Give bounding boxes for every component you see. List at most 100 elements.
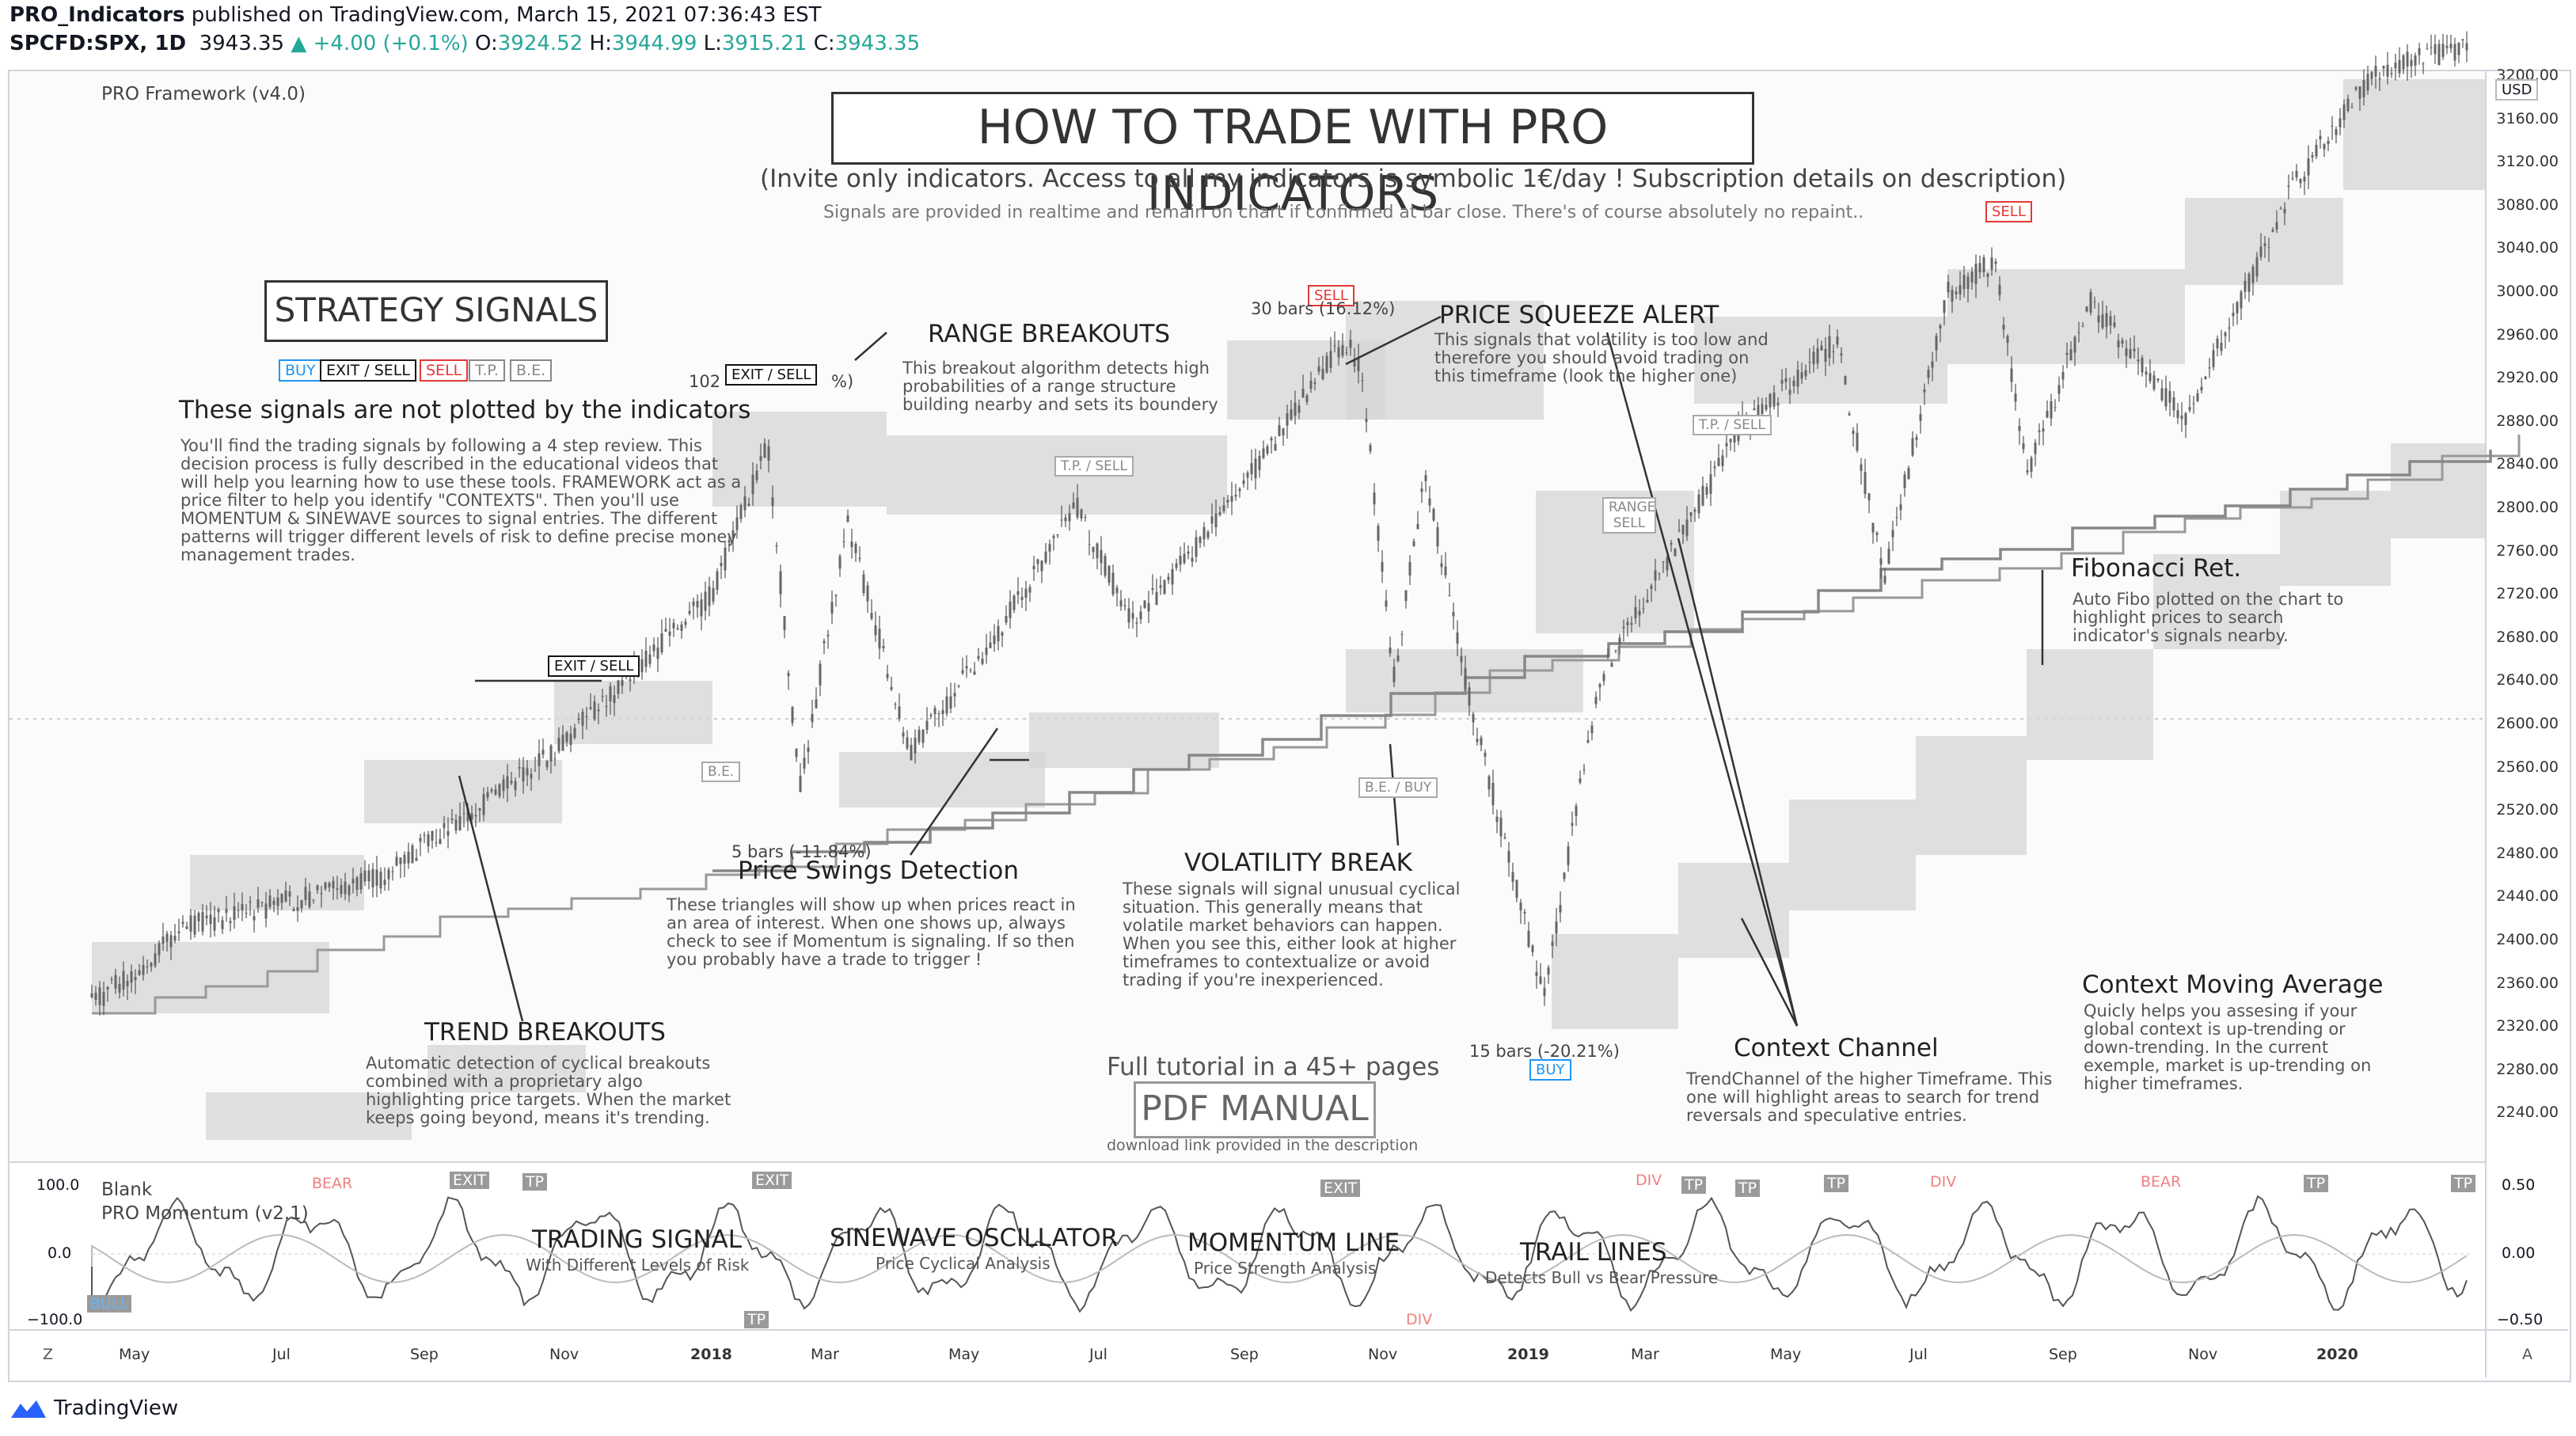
candle-body xyxy=(565,732,568,743)
candle-body xyxy=(985,648,988,655)
candle-body xyxy=(704,591,707,611)
annotation-arrows xyxy=(458,315,2044,1027)
candle-body xyxy=(355,877,359,891)
sub-pane-name1[interactable]: Blank xyxy=(101,1180,153,1200)
candle-body xyxy=(173,936,177,941)
context-band xyxy=(2153,554,2280,649)
candle-body xyxy=(882,646,885,648)
candle-body xyxy=(1947,282,1950,293)
candle-body xyxy=(1974,264,1978,284)
candle-body xyxy=(1919,414,1922,421)
axis-z-button[interactable]: Z xyxy=(43,1346,54,1363)
candle-body xyxy=(1100,549,1103,564)
candle-body xyxy=(1440,563,1443,568)
candle-body xyxy=(454,819,458,831)
candle-body xyxy=(2228,327,2231,329)
main-indicator-name[interactable]: PRO Framework (v4.0) xyxy=(101,84,306,104)
candle-body xyxy=(720,563,723,567)
trend-text: Automatic detection of cyclical breakout… xyxy=(366,1054,731,1127)
axis-a-button[interactable]: A xyxy=(2522,1346,2532,1363)
candle-body xyxy=(2263,243,2266,246)
candle-body xyxy=(874,625,877,636)
candle-body xyxy=(795,748,798,758)
candle-body xyxy=(1452,612,1455,617)
trend-title: TREND BREAKOUTS xyxy=(424,1018,666,1047)
range-title: RANGE BREAKOUTS xyxy=(928,320,1171,348)
candle-body xyxy=(2081,325,2084,327)
candle-body xyxy=(898,706,901,720)
author[interactable]: PRO_Indicators xyxy=(9,3,185,27)
candle-body xyxy=(2437,44,2441,65)
candle-body xyxy=(217,909,220,913)
candle-body xyxy=(2046,410,2049,418)
candle-body xyxy=(1547,967,1550,975)
currency-badge[interactable]: USD xyxy=(2495,79,2539,101)
candle-body xyxy=(1606,655,1609,657)
candle-body xyxy=(2026,470,2029,473)
candle-body xyxy=(1800,372,1803,379)
price-tick: 2840.00 xyxy=(2496,455,2559,473)
candle-body xyxy=(2323,143,2326,150)
candle-body xyxy=(1507,850,1510,863)
tradingview-brand[interactable]: TradingView xyxy=(9,1396,178,1420)
price-tick: 2360.00 xyxy=(2496,974,2559,992)
candle-body xyxy=(1325,355,1328,373)
candle-body xyxy=(771,497,774,507)
candle-body xyxy=(621,680,624,686)
candle-body xyxy=(1333,345,1336,346)
candle-body xyxy=(1230,496,1233,502)
time-tick: 2019 xyxy=(1507,1346,1549,1363)
candle-body xyxy=(1191,557,1194,562)
candle-body xyxy=(2240,291,2243,309)
candle-body xyxy=(2366,74,2369,91)
main-title: HOW TO TRADE WITH PRO INDICATORS xyxy=(977,100,1609,222)
label-sell-1: SELL xyxy=(1308,285,1354,306)
strategy-title: STRATEGY SIGNALS xyxy=(274,291,598,329)
candle-body xyxy=(2050,401,2053,419)
subtitle2: Signals are provided in realtime and rem… xyxy=(823,203,1864,222)
candle-body xyxy=(1317,366,1320,372)
sub-pane-name2[interactable]: PRO Momentum (v2.1) xyxy=(101,1203,309,1224)
volatility-text: These signals will signal unusual cyclic… xyxy=(1123,879,1461,990)
candle-body xyxy=(1424,475,1427,481)
candle-body xyxy=(1879,558,1883,565)
candle-body xyxy=(399,857,402,864)
candle-body xyxy=(648,654,652,664)
candle-body xyxy=(2018,426,2021,431)
candle-body xyxy=(1959,285,1962,294)
candle-body xyxy=(1139,611,1142,620)
not-plotted-heading: These signals are not plotted by the ind… xyxy=(179,396,751,424)
time-tick: May xyxy=(948,1346,980,1363)
candle-body xyxy=(1646,599,1649,603)
tutorial-text: Full tutorial in a 45+ pages xyxy=(1107,1053,1440,1081)
candle-body xyxy=(1072,502,1075,508)
candle-body xyxy=(1594,697,1598,705)
candle-body xyxy=(423,834,426,836)
candle-body xyxy=(692,601,695,606)
candle-body xyxy=(185,926,188,929)
candle-body xyxy=(2331,126,2334,127)
candle-body xyxy=(1784,378,1788,382)
candle-body xyxy=(1218,512,1222,515)
candle-body xyxy=(787,673,790,677)
candle-body xyxy=(961,670,964,674)
strategy-title-box: STRATEGY SIGNALS xyxy=(264,280,608,342)
candle-body xyxy=(1195,537,1198,557)
candle-body xyxy=(1428,498,1431,506)
candle-body xyxy=(676,628,679,630)
candle-body xyxy=(1681,525,1685,534)
bars-102-pct: %) xyxy=(831,372,854,391)
candle-body xyxy=(1143,600,1146,609)
candle-body xyxy=(1365,419,1368,422)
candle-body xyxy=(474,815,477,817)
candle-body xyxy=(1246,473,1249,478)
bars-30: 30 bars (16.12%) xyxy=(1251,299,1396,318)
context-band xyxy=(1678,863,1789,958)
squeeze-title: PRICE SQUEEZE ALERT xyxy=(1439,301,1719,329)
candle-body xyxy=(264,903,268,919)
candle-body xyxy=(1020,596,1024,600)
time-tick: 2020 xyxy=(2316,1346,2358,1363)
label-be-buy: B.E. / BUY xyxy=(1358,777,1438,798)
candle-body xyxy=(1013,595,1016,610)
